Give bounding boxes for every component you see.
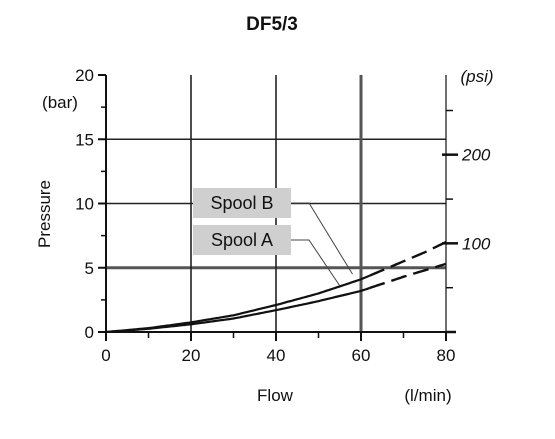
y2-tick-label: 100 [462, 234, 491, 253]
x-tick-label: 80 [437, 346, 456, 365]
x-tick-label: 20 [182, 346, 201, 365]
spool-a-label: Spool A [193, 225, 341, 287]
spool-a-label-text: Spool A [211, 230, 273, 250]
x-tick-label: 40 [267, 346, 286, 365]
chart-title: DF5/3 [246, 14, 298, 35]
y-tick-label: 20 [75, 66, 94, 85]
x-axis-label: Flow [257, 386, 294, 405]
spool-a-leader-line [291, 239, 341, 287]
spool-b-leader-line [291, 202, 353, 275]
spool-b-line-solid [105, 274, 370, 334]
spool-a-label-box [193, 225, 291, 255]
y-tick-label: 10 [75, 195, 94, 214]
x-tick-label: 0 [101, 346, 110, 365]
y-axis-label: Pressure [35, 180, 54, 248]
spool-b-label: Spool B [193, 188, 353, 275]
y2-tick-label: 200 [461, 146, 491, 165]
x-axis-unit: (l/min) [404, 386, 451, 405]
y-axis-unit: (bar) [42, 93, 78, 112]
y-tick-label: 0 [85, 323, 94, 342]
spool-a-line-solid [105, 287, 370, 334]
series-lines [105, 241, 447, 334]
spool-b-label-text: Spool B [210, 193, 273, 213]
y2-axis-unit: (psi) [460, 67, 493, 86]
y-tick-label: 15 [75, 130, 94, 149]
x-tick-label: 60 [352, 346, 371, 365]
spool-b-label-box [193, 188, 291, 218]
spool-a-line-dashed [369, 262, 447, 290]
y-tick-label: 5 [85, 259, 94, 278]
spool-b-line-dashed [369, 241, 447, 277]
series-labels: Spool B Spool A [193, 188, 353, 287]
